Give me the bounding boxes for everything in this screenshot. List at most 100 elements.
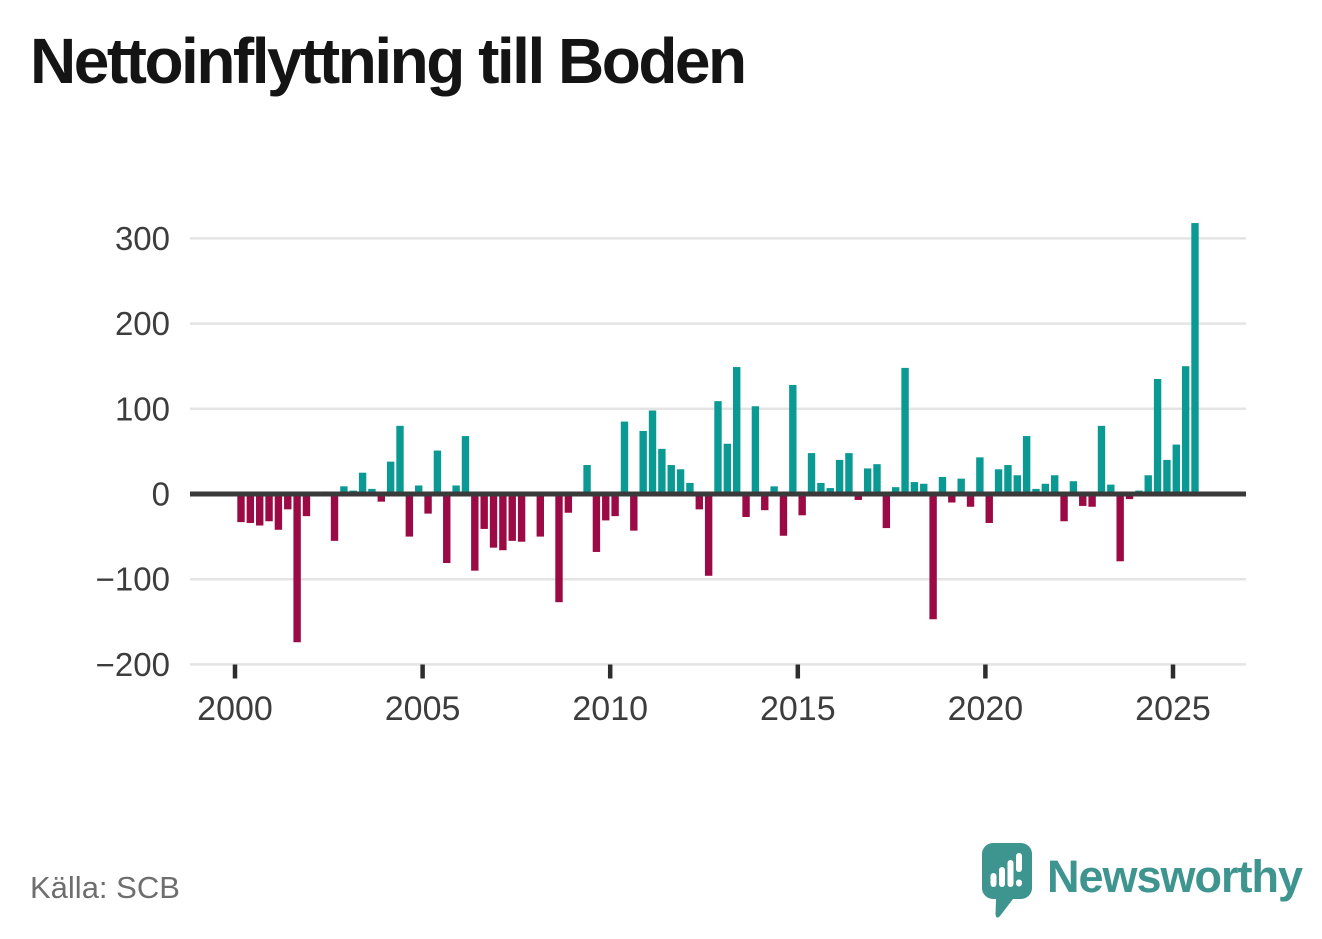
bar-2015-q2 <box>807 453 816 494</box>
bar-2013-q2 <box>733 367 741 494</box>
bar-2002-q4 <box>340 486 348 494</box>
bar-2000-q2 <box>246 494 255 523</box>
bar-2001-q3 <box>293 494 301 643</box>
bar-2023-q1 <box>1097 425 1106 494</box>
bar-2021-q1 <box>1022 436 1031 494</box>
bar-2025-q2 <box>1181 366 1190 494</box>
bar-chart: 300 200 100 0 −100 −200 2000 2005 2010 2015 2020 20… <box>96 220 1246 728</box>
bar-2005-q4 <box>452 485 460 494</box>
bar-2025-q1 <box>1172 444 1180 494</box>
newsworthy-logo-icon <box>982 843 1032 918</box>
x-axis-label-2000: 2000 <box>197 690 273 728</box>
bar-2016-q3 <box>854 494 862 500</box>
bar-2010-q2 <box>620 421 629 494</box>
bar-2009-q2 <box>583 465 591 494</box>
bar-2003-q4 <box>377 494 385 502</box>
bar-2004-q3 <box>405 494 414 537</box>
bar-2001-q2 <box>284 494 292 510</box>
chart-title: Nettoinflyttning till Boden <box>30 25 747 97</box>
bar-2007-q1 <box>499 494 507 551</box>
speech-bubble-shape <box>982 843 1032 918</box>
bar-2010-q3 <box>630 494 638 531</box>
y-axis-label-300: 300 <box>115 220 170 257</box>
bar-2005-q2 <box>433 450 442 494</box>
bar-2011-q3 <box>667 465 675 494</box>
bar-2010-q4 <box>639 430 647 494</box>
bar-2006-q4 <box>489 494 498 548</box>
bar-2016-q4 <box>863 468 872 494</box>
bar-2020-q4 <box>1013 475 1021 494</box>
bar-2023-q2 <box>1107 484 1115 494</box>
bar-2004-q1 <box>386 461 395 494</box>
bar-2018-q3 <box>929 494 937 620</box>
bar-2020-q3 <box>1004 465 1012 494</box>
bar-2022-q3 <box>1079 494 1087 506</box>
x-axis-label-2015: 2015 <box>760 690 836 728</box>
bar-2006-q1 <box>461 436 470 494</box>
bar-2013-q1 <box>723 443 732 494</box>
bar-2003-q2 <box>358 472 367 494</box>
y-axis-label-200: 200 <box>115 305 170 342</box>
bar-2013-q3 <box>742 494 750 517</box>
y-axis-label-100: 100 <box>115 390 170 427</box>
bar-2011-q2 <box>658 448 666 494</box>
bar-2000-q1 <box>237 494 245 523</box>
bar-2000-q4 <box>265 494 273 522</box>
bar-2015-q1 <box>798 494 806 516</box>
bar-2014-q4 <box>789 384 797 494</box>
x-axis-label-2020: 2020 <box>948 690 1024 728</box>
bar-2018-q1 <box>910 482 919 494</box>
bar-2000-q3 <box>256 494 264 526</box>
bar-2010-q1 <box>611 494 619 517</box>
bar-2004-q2 <box>396 425 404 494</box>
bar-2016-q1 <box>835 459 844 494</box>
bar-2007-q2 <box>508 494 516 541</box>
bar-2014-q3 <box>779 494 788 536</box>
bar-2003-q3 <box>368 488 376 494</box>
bar-2017-q3 <box>892 487 900 494</box>
bar-2021-q4 <box>1051 475 1059 494</box>
bar-2006-q3 <box>480 494 488 529</box>
bar-2018-q2 <box>920 483 928 494</box>
bar-2008-q1 <box>536 494 544 537</box>
source-caption: Källa: SCB <box>30 870 180 905</box>
bar-2012-q3 <box>704 494 713 576</box>
bar-2019-q2 <box>957 478 965 494</box>
bar-2024-q4 <box>1163 459 1171 494</box>
bar-2012-q2 <box>695 494 703 510</box>
bar-2011-q4 <box>676 469 685 494</box>
bar-2016-q2 <box>845 453 853 494</box>
bar-2017-q2 <box>882 494 891 529</box>
bar-2014-q1 <box>761 494 769 511</box>
y-axis-label-0: 0 <box>152 476 170 513</box>
bar-2024-q3 <box>1153 378 1162 494</box>
bar-2001-q1 <box>274 494 283 530</box>
bar-2019-q3 <box>966 494 975 507</box>
bar-2011-q1 <box>648 410 657 494</box>
bar-2018-q4 <box>938 476 947 494</box>
bar-2023-q3 <box>1116 494 1124 562</box>
x-axis-label-2010: 2010 <box>572 690 648 728</box>
bar-2021-q3 <box>1041 483 1050 494</box>
bar-2022-q2 <box>1069 481 1078 494</box>
bar-2005-q3 <box>443 494 451 564</box>
bar-2019-q1 <box>948 494 956 503</box>
bar-2002-q3 <box>330 494 339 541</box>
x-axis-label-2005: 2005 <box>385 690 461 728</box>
bar-2012-q4 <box>714 401 722 494</box>
bar-2014-q2 <box>770 486 778 494</box>
bar-2020-q2 <box>994 469 1003 494</box>
bar-2006-q2 <box>471 494 479 571</box>
bar-2007-q3 <box>517 494 526 542</box>
bar-2020-q1 <box>985 494 993 523</box>
bar-2022-q4 <box>1088 494 1096 507</box>
bar-2019-q4 <box>976 457 984 494</box>
bar-2008-q4 <box>564 494 573 513</box>
bar-2009-q3 <box>592 494 601 552</box>
bar-2015-q4 <box>826 488 834 494</box>
bar-2025-q3 <box>1191 223 1199 494</box>
y-axis-label--100: −100 <box>96 561 170 598</box>
bar-2021-q2 <box>1032 488 1040 494</box>
bar-2015-q3 <box>817 482 825 494</box>
